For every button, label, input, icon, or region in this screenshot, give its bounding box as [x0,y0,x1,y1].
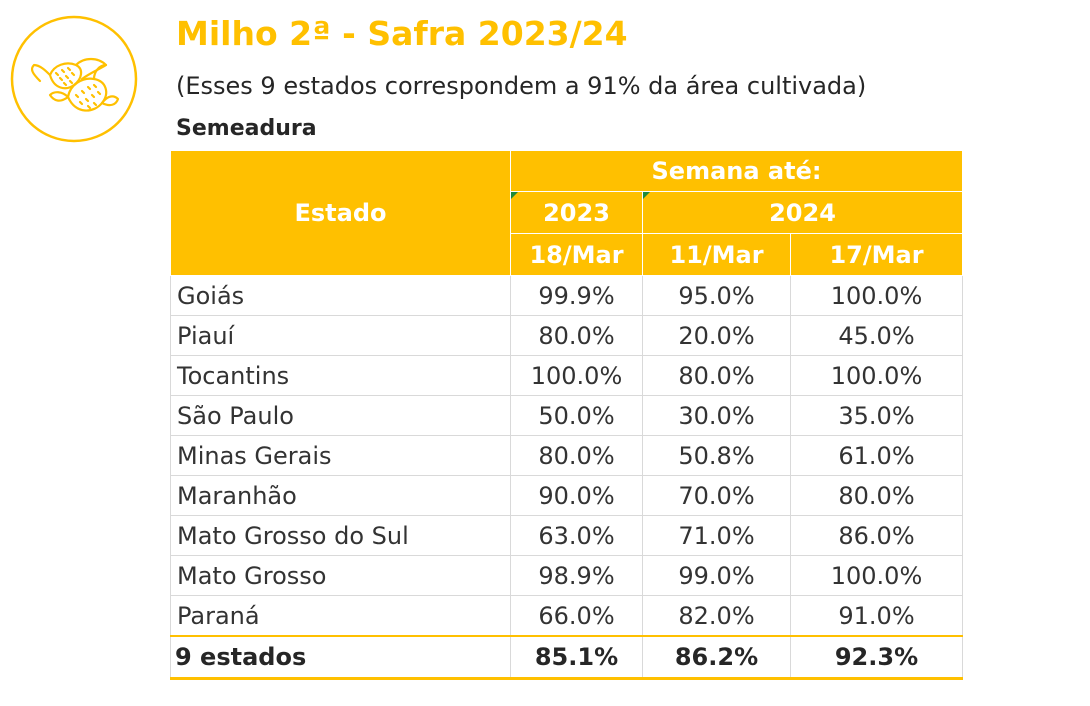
state-name: Goiás [170,275,511,316]
comment-marker [511,192,518,199]
value-cell: 80.0% [510,315,643,356]
date-header: 18/Mar [510,233,643,276]
total-value: 85.1% [510,635,643,680]
total-value: 86.2% [642,635,791,680]
section-label: Semeadura [176,116,317,141]
column-group-header: Semana até: [510,150,963,192]
value-cell: 91.0% [790,595,963,637]
year-header-2023: 2023 [510,191,643,234]
value-cell: 50.0% [510,395,643,436]
page-title: Milho 2ª - Safra 2023/24 [176,14,628,53]
value-cell: 100.0% [790,555,963,596]
state-name: Minas Gerais [170,435,511,476]
value-cell: 80.0% [790,475,963,516]
value-cell: 45.0% [790,315,963,356]
value-cell: 80.0% [642,355,791,396]
value-cell: 100.0% [790,355,963,396]
state-name: Mato Grosso [170,555,511,596]
value-cell: 95.0% [642,275,791,316]
state-name: São Paulo [170,395,511,436]
date-header: 11/Mar [642,233,791,276]
value-cell: 20.0% [642,315,791,356]
table-row: Mato Grosso do Sul 63.0% 71.0% 86.0% [170,515,963,556]
page-subtitle: (Esses 9 estados correspondem a 91% da á… [176,72,867,100]
table-row: Goiás 99.9% 95.0% 100.0% [170,275,963,316]
state-name: Paraná [170,595,511,637]
table-row: Maranhão 90.0% 70.0% 80.0% [170,475,963,516]
value-cell: 100.0% [790,275,963,316]
table-row: Tocantins 100.0% 80.0% 100.0% [170,355,963,396]
value-cell: 66.0% [510,595,643,637]
corn-logo [10,15,138,143]
date-header: 17/Mar [790,233,963,276]
state-name: Tocantins [170,355,511,396]
table-row: Mato Grosso 98.9% 99.0% 100.0% [170,555,963,596]
value-cell: 80.0% [510,435,643,476]
state-name: Piauí [170,315,511,356]
value-cell: 70.0% [642,475,791,516]
value-cell: 100.0% [510,355,643,396]
value-cell: 90.0% [510,475,643,516]
value-cell: 82.0% [642,595,791,637]
value-cell: 98.9% [510,555,643,596]
value-cell: 99.9% [510,275,643,316]
state-name: Mato Grosso do Sul [170,515,511,556]
state-name: Maranhão [170,475,511,516]
value-cell: 71.0% [642,515,791,556]
corn-icon [10,15,138,143]
total-label: 9 estados [170,635,511,680]
value-cell: 35.0% [790,395,963,436]
value-cell: 63.0% [510,515,643,556]
comment-marker [643,192,650,199]
value-cell: 30.0% [642,395,791,436]
year-header-2024: 2024 [642,191,963,234]
column-header-estado: Estado [170,150,511,276]
table-row: Piauí 80.0% 20.0% 45.0% [170,315,963,356]
value-cell: 86.0% [790,515,963,556]
table-row: Paraná 66.0% 82.0% 91.0% [170,595,963,637]
total-row: 9 estados 85.1% 86.2% 92.3% [170,635,963,680]
table-row: Minas Gerais 80.0% 50.8% 61.0% [170,435,963,476]
value-cell: 99.0% [642,555,791,596]
value-cell: 61.0% [790,435,963,476]
table-row: São Paulo 50.0% 30.0% 35.0% [170,395,963,436]
value-cell: 50.8% [642,435,791,476]
total-value: 92.3% [790,635,963,680]
sowing-table: Estado Semana até: 2023 2024 18/Mar 11/M… [170,150,963,680]
